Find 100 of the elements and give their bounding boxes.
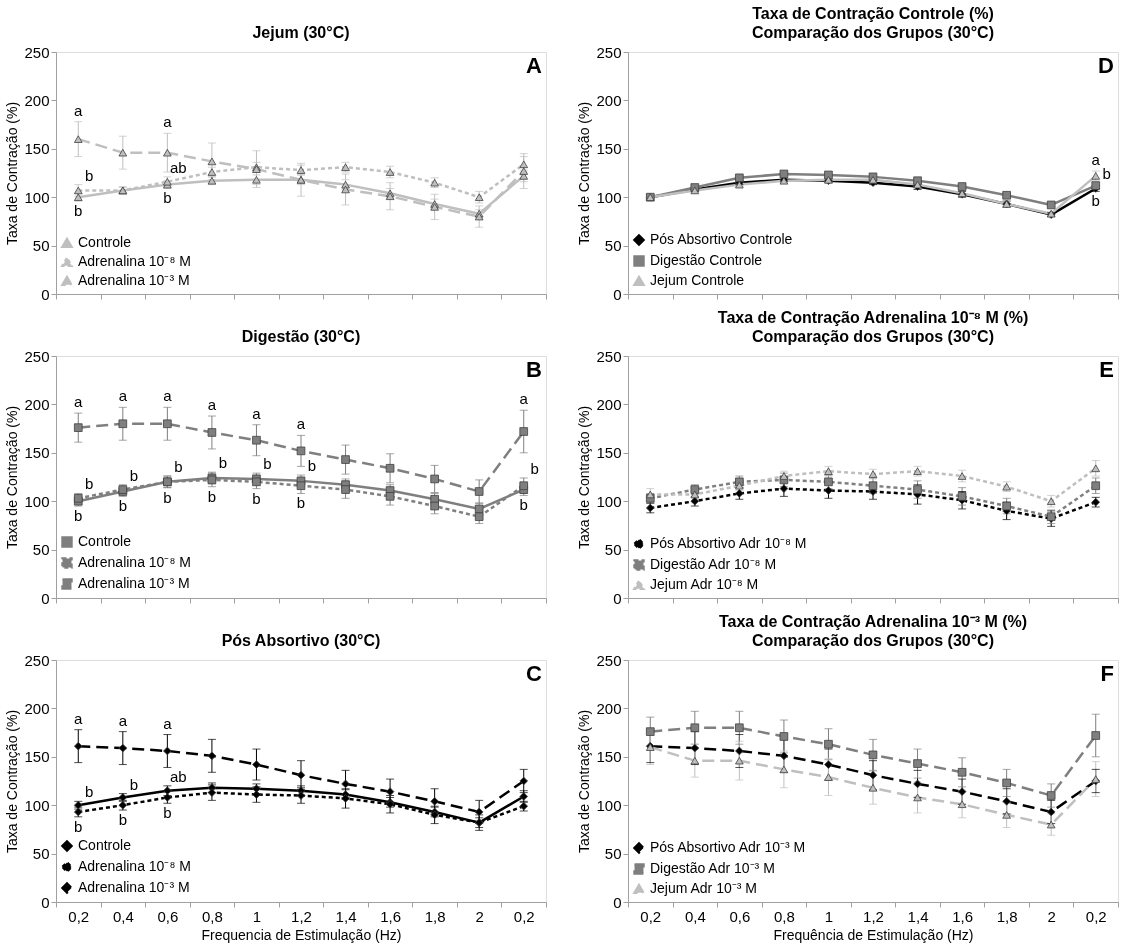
y-tick-label: 200 bbox=[24, 395, 50, 413]
y-tick-label: 100 bbox=[24, 188, 50, 206]
x-axis-title: Frequencia de Estimulação (Hz) bbox=[201, 926, 402, 943]
annotation: b bbox=[118, 811, 127, 829]
y-tick-label: 250 bbox=[596, 347, 622, 365]
annotation: b bbox=[218, 454, 228, 472]
x-tick-label: 0,4 bbox=[684, 907, 706, 925]
y-tick-label: 250 bbox=[24, 347, 50, 365]
y-axis-title: Taxa de Contração (%) bbox=[4, 101, 21, 246]
annotation: a bbox=[163, 714, 173, 732]
y-tick-label: 150 bbox=[596, 748, 622, 766]
chart-subtitle: Comparação dos Grupos (30°C) bbox=[752, 328, 994, 345]
annotation: b bbox=[263, 455, 272, 473]
legend-label: Jejum Adr 10⁻³ M bbox=[650, 880, 757, 896]
chart-title: Taxa de Contração Controle (%) bbox=[752, 5, 994, 22]
x-tick-label: 0,2 bbox=[68, 907, 90, 925]
chart-title: Pós Absortivo (30°C) bbox=[221, 632, 381, 649]
legend-label: Controle bbox=[78, 533, 132, 549]
y-tick-label: 50 bbox=[604, 541, 622, 559]
chart-subtitle: Comparação dos Grupos (30°C) bbox=[752, 632, 994, 649]
annotation: b bbox=[1102, 164, 1111, 182]
annotation: F bbox=[1100, 661, 1114, 686]
x-tick-label: 1,4 bbox=[335, 907, 357, 925]
legend-label: Controle bbox=[78, 837, 132, 853]
annotation: b bbox=[530, 459, 539, 477]
annotation: a bbox=[74, 101, 84, 119]
y-tick-label: 0 bbox=[613, 893, 622, 911]
annotation: ab bbox=[170, 158, 187, 176]
chart-title: Taxa de Contração Adrenalina 10⁻³ M (%) bbox=[718, 613, 1028, 630]
y-tick-label: 100 bbox=[596, 492, 622, 510]
annotation: B bbox=[526, 357, 542, 382]
y-tick-label: 200 bbox=[24, 91, 50, 109]
y-tick-label: 100 bbox=[24, 492, 50, 510]
legend-label: Adrenalina 10⁻³ M bbox=[78, 575, 190, 591]
y-axis-title: Taxa de Contração (%) bbox=[576, 709, 593, 854]
annotation: a bbox=[118, 711, 128, 729]
x-tick-label: 0,2 bbox=[640, 907, 662, 925]
annotation: b bbox=[307, 457, 317, 475]
x-axis-title: Frequência de Estimulação (Hz) bbox=[773, 926, 974, 943]
legend-label: Digestão Controle bbox=[650, 252, 763, 268]
x-tick-label: 1,2 bbox=[291, 907, 312, 925]
annotation: a bbox=[163, 387, 173, 405]
annotation: b bbox=[207, 487, 217, 505]
y-tick-label: 0 bbox=[41, 285, 50, 303]
x-tick-label: 2 bbox=[1047, 907, 1056, 925]
y-tick-label: 50 bbox=[32, 237, 50, 255]
annotation: b bbox=[85, 475, 94, 493]
annotation: b bbox=[74, 507, 83, 525]
y-tick-label: 150 bbox=[596, 444, 622, 462]
legend-label: Jejum Controle bbox=[650, 272, 745, 288]
annotation: b bbox=[1091, 192, 1100, 210]
x-tick-label: 1,6 bbox=[380, 907, 402, 925]
legend-label: Adrenalina 10⁻⁸ M bbox=[78, 554, 191, 570]
x-tick-label: 1 bbox=[252, 907, 262, 925]
annotation: b bbox=[252, 489, 261, 507]
y-axis-title: Taxa de Contração (%) bbox=[576, 101, 593, 246]
annotation: E bbox=[1099, 357, 1114, 382]
x-tick-label: 1 bbox=[824, 907, 834, 925]
annotation: b bbox=[129, 775, 138, 793]
annotation: D bbox=[1098, 53, 1114, 78]
legend-label: Adrenalina 10⁻³ M bbox=[78, 272, 190, 288]
annotation: b bbox=[129, 466, 138, 484]
annotation: b bbox=[74, 817, 83, 835]
annotation: b bbox=[85, 166, 94, 184]
annotation: a bbox=[252, 404, 262, 422]
y-tick-label: 250 bbox=[596, 651, 622, 669]
y-tick-label: 150 bbox=[596, 140, 622, 158]
y-tick-label: 100 bbox=[24, 796, 50, 814]
y-tick-label: 200 bbox=[596, 699, 622, 717]
y-tick-label: 100 bbox=[596, 188, 622, 206]
annotation: b bbox=[163, 189, 172, 207]
y-tick-label: 0 bbox=[613, 589, 622, 607]
x-tick-label: 2 bbox=[475, 907, 484, 925]
y-tick-label: 150 bbox=[24, 748, 50, 766]
annotation: b bbox=[174, 458, 183, 476]
annotation: a bbox=[74, 709, 84, 727]
y-tick-label: 150 bbox=[24, 140, 50, 158]
annotation: A bbox=[526, 53, 543, 78]
x-tick-label: 1,2 bbox=[863, 907, 884, 925]
x-tick-label: 1,4 bbox=[907, 907, 929, 925]
annotation: b bbox=[163, 488, 172, 506]
chart-title: Taxa de Contração Adrenalina 10⁻⁸ M (%) bbox=[717, 309, 1029, 326]
y-tick-label: 250 bbox=[24, 651, 50, 669]
y-tick-label: 200 bbox=[24, 699, 50, 717]
chart-title: Digestão (30°C) bbox=[241, 328, 361, 345]
chart-title: Jejum (30°C) bbox=[252, 24, 350, 41]
annotation: C bbox=[526, 661, 543, 686]
y-tick-label: 250 bbox=[24, 43, 50, 61]
legend-label: Digestão Adr 10⁻⁸ M bbox=[650, 556, 777, 572]
y-tick-label: 250 bbox=[596, 43, 622, 61]
y-tick-label: 150 bbox=[24, 444, 50, 462]
annotation: b bbox=[85, 783, 94, 801]
x-tick-label: 0,2 bbox=[1085, 907, 1107, 925]
annotation: a bbox=[296, 415, 306, 433]
annotation: b bbox=[74, 202, 83, 220]
y-tick-label: 200 bbox=[596, 91, 622, 109]
x-tick-label: 0,2 bbox=[513, 907, 535, 925]
y-tick-label: 0 bbox=[613, 285, 622, 303]
x-tick-label: 1,8 bbox=[996, 907, 1018, 925]
chart-subtitle: Comparação dos Grupos (30°C) bbox=[752, 24, 994, 41]
